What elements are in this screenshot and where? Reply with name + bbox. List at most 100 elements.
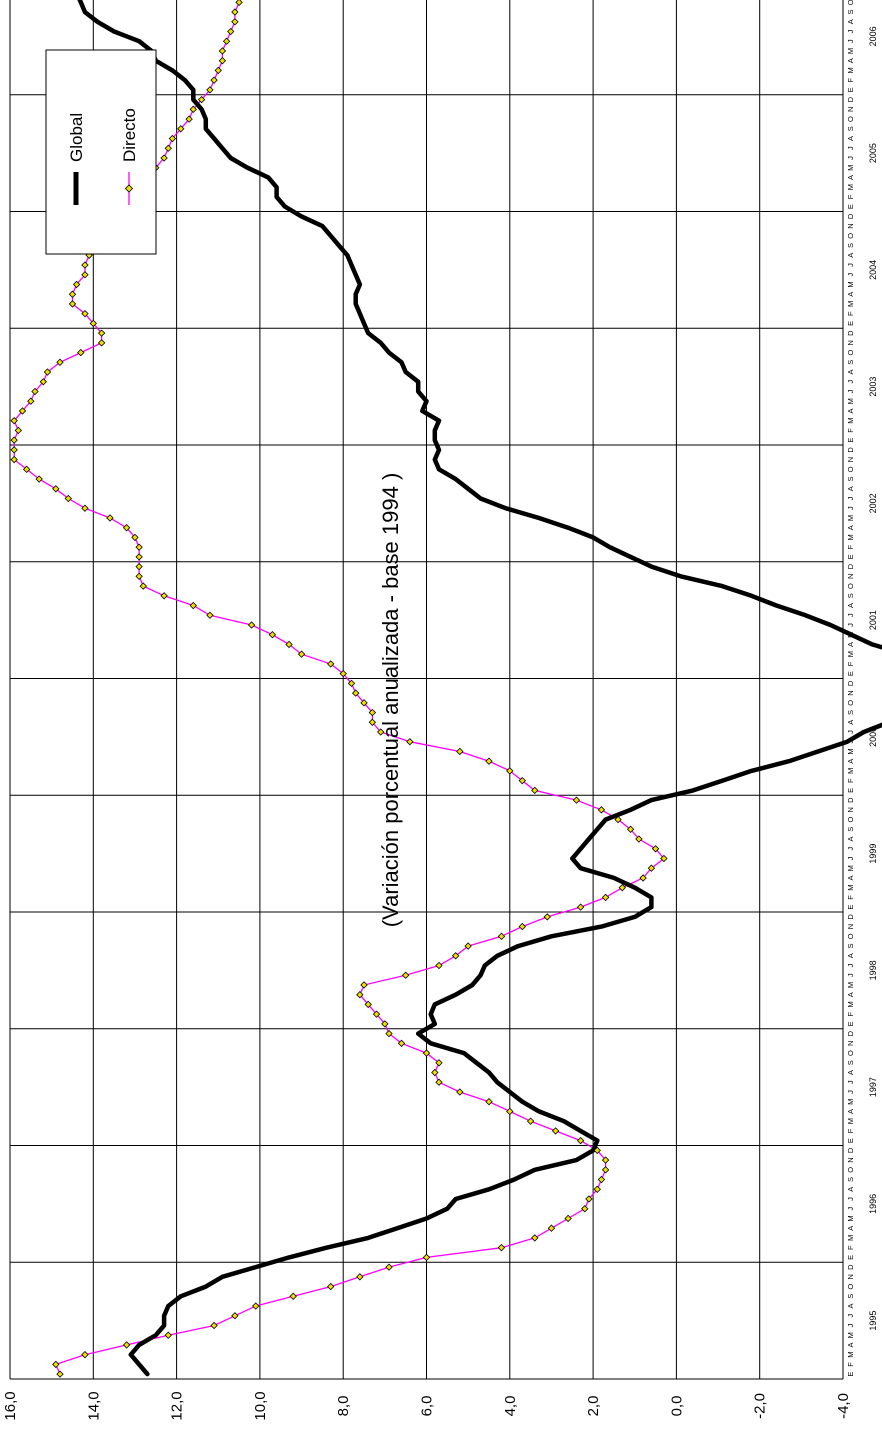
series-directo-point <box>14 426 23 435</box>
month-label: A <box>846 837 855 842</box>
year-label: 2000 <box>868 727 878 747</box>
month-label: A <box>846 525 855 530</box>
month-label: A <box>846 642 855 647</box>
series-directo-point <box>576 1136 585 1145</box>
series-directo-point <box>581 1205 589 1213</box>
month-label: A <box>846 1070 855 1075</box>
series-directo-point <box>397 1039 406 1048</box>
month-label: S <box>846 1060 855 1065</box>
month-label: A <box>846 992 855 997</box>
month-label: O <box>846 583 855 589</box>
series-directo-point <box>206 86 214 94</box>
year-label: 1997 <box>868 1077 878 1097</box>
series-directo-point <box>64 494 72 503</box>
series-directo-point <box>601 1166 610 1174</box>
series-global-line <box>77 0 882 1377</box>
series-layer <box>10 0 882 1378</box>
series-directo-point <box>372 1010 381 1018</box>
month-label: S <box>846 477 855 482</box>
month-label: F <box>846 194 855 199</box>
series-directo-point <box>106 514 114 522</box>
series-directo-point <box>360 981 368 989</box>
series-directo-point <box>543 913 551 921</box>
series-directo-point <box>252 1302 260 1310</box>
series-directo-point <box>593 1146 601 1155</box>
series-directo-point <box>81 504 89 512</box>
year-label: 2001 <box>868 610 878 630</box>
series-directo-point <box>435 1078 443 1086</box>
series-directo-point <box>385 1029 393 1038</box>
month-label: N <box>846 1041 855 1046</box>
value-tick-label: -2,0 <box>752 1393 769 1419</box>
month-label: J <box>846 1314 855 1318</box>
series-directo-point <box>135 572 143 581</box>
series-directo-point <box>572 796 581 804</box>
series-directo-point <box>377 728 385 736</box>
series-directo-point <box>97 329 106 337</box>
month-label: J <box>846 506 855 510</box>
month-label: A <box>846 58 855 63</box>
month-label: A <box>846 486 855 491</box>
series-directo-point <box>52 1360 60 1369</box>
series-directo-point <box>10 446 18 454</box>
month-label: J <box>846 623 855 627</box>
value-tick-label: 16,0 <box>2 1391 19 1420</box>
year-label: 2006 <box>868 26 878 46</box>
month-label: F <box>846 661 855 666</box>
series-directo-point <box>35 475 43 483</box>
month-label: J <box>846 1207 855 1211</box>
series-directo-point <box>401 971 410 979</box>
month-label: F <box>846 895 855 900</box>
series-directo-point <box>385 1263 393 1271</box>
month-label: E <box>846 1255 855 1260</box>
month-label: N <box>846 340 855 345</box>
series-directo-point <box>327 1282 335 1291</box>
month-label: A <box>846 292 855 297</box>
legend-directo-label: Directo <box>120 108 139 162</box>
series-directo-point <box>531 786 539 795</box>
month-label: J <box>846 156 855 160</box>
series-directo-point <box>422 1253 431 1262</box>
month-label: D <box>846 914 855 920</box>
month-label: S <box>846 944 855 949</box>
year-label: 1995 <box>868 1311 878 1331</box>
month-label: M <box>846 1352 855 1358</box>
series-directo-point <box>597 1175 606 1184</box>
month-label: J <box>846 740 855 744</box>
month-label: D <box>846 797 855 803</box>
series-directo-point <box>339 669 347 678</box>
legend-global-label: Global <box>67 113 86 162</box>
series-directo-point <box>456 1088 464 1096</box>
month-label: J <box>846 730 855 734</box>
month-label: O <box>846 349 855 355</box>
month-label: F <box>846 1245 855 1250</box>
series-directo-point <box>10 417 18 425</box>
month-label: E <box>846 1372 855 1377</box>
month-label: J <box>846 380 855 384</box>
series-directo-point <box>464 942 472 950</box>
year-label: 1998 <box>868 960 878 980</box>
series-directo-point <box>431 1068 439 1077</box>
series-directo-point <box>56 1370 64 1378</box>
month-label: N <box>846 690 855 695</box>
month-label: M <box>846 301 855 307</box>
month-label: M <box>846 748 855 754</box>
series-directo-point <box>635 835 643 843</box>
month-label: J <box>846 389 855 393</box>
month-label: J <box>846 1323 855 1327</box>
series-directo-point <box>506 767 514 775</box>
month-label: E <box>846 671 855 676</box>
month-label: M <box>846 982 855 988</box>
month-label: S <box>846 827 855 832</box>
series-directo-point <box>368 708 377 717</box>
series-directo-point <box>368 718 377 726</box>
month-label: F <box>846 778 855 783</box>
series-directo-point <box>485 1098 493 1106</box>
month-label: A <box>846 953 855 958</box>
series-directo-point <box>485 757 493 765</box>
series-directo-point <box>356 991 364 999</box>
series-directo-point <box>564 1214 572 1223</box>
value-tick-label: 14,0 <box>85 1391 102 1420</box>
month-label: M <box>846 1099 855 1105</box>
month-label: F <box>846 1011 855 1016</box>
